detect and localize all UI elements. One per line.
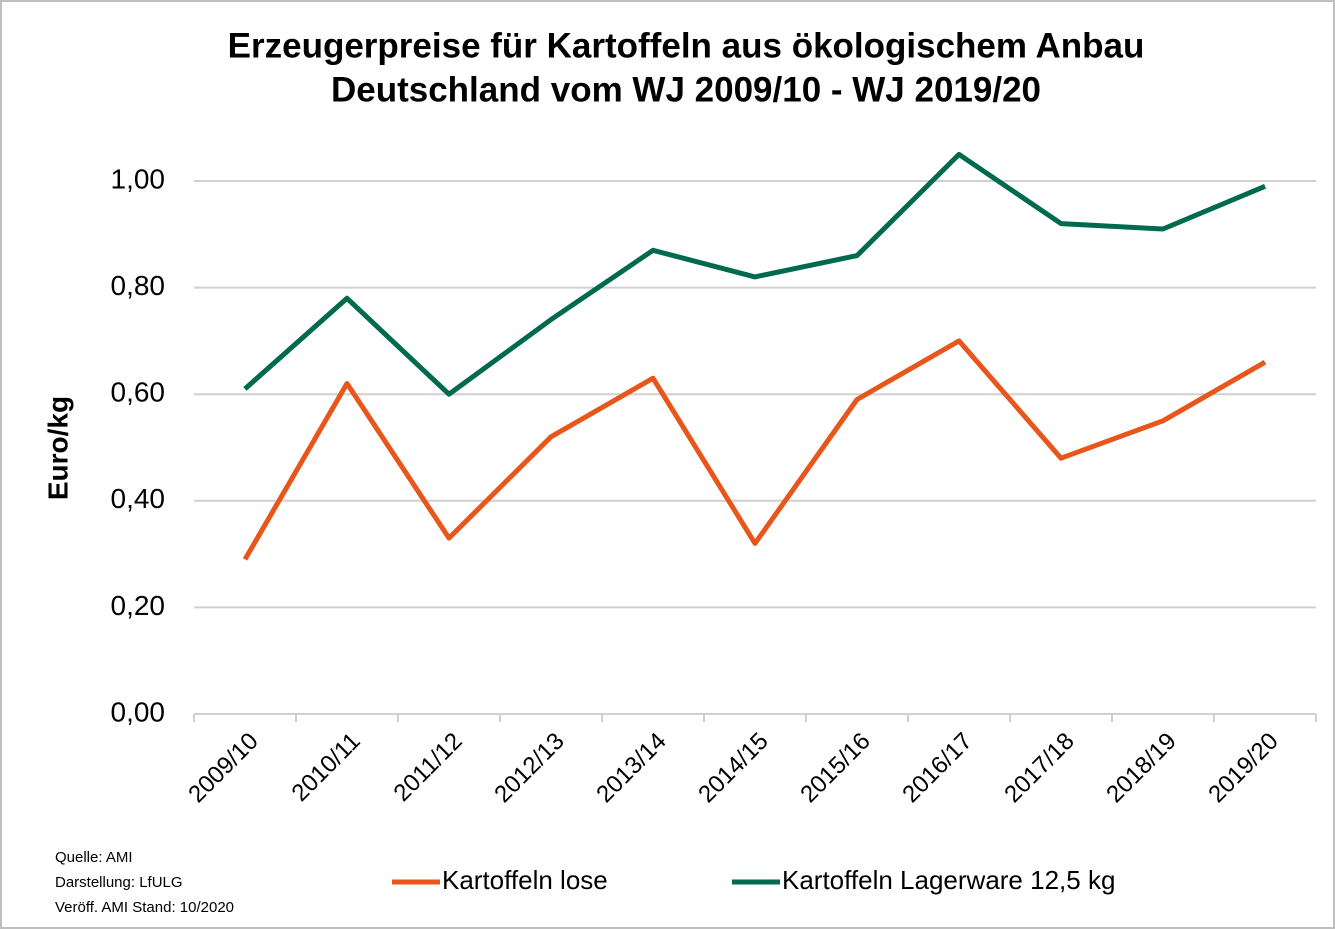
y-tick-label: 0,00 [111,696,166,727]
y-tick-label: 1,00 [111,163,166,194]
data-line [242,338,1267,561]
source-note: Veröff. AMI Stand: 10/2020 [55,899,234,916]
y-tick-label: 0,20 [111,590,166,621]
chart-title: Erzeugerpreise für Kartoffeln aus ökolog… [228,26,1145,65]
y-tick-label: 0,60 [111,377,166,408]
source-note: Quelle: AMI [55,849,133,866]
legend-label: Kartoffeln lose [442,865,608,895]
y-tick-label: 0,80 [111,270,166,301]
y-tick-label: 0,40 [111,483,166,514]
data-line [243,151,1266,397]
source-note: Darstellung: LfULG [55,874,183,891]
legend-label: Kartoffeln Lagerware 12,5 kg [782,865,1115,895]
chart-title: Deutschland vom WJ 2009/10 - WJ 2019/20 [331,70,1041,109]
y-axis-label: Euro/kg [42,396,73,500]
